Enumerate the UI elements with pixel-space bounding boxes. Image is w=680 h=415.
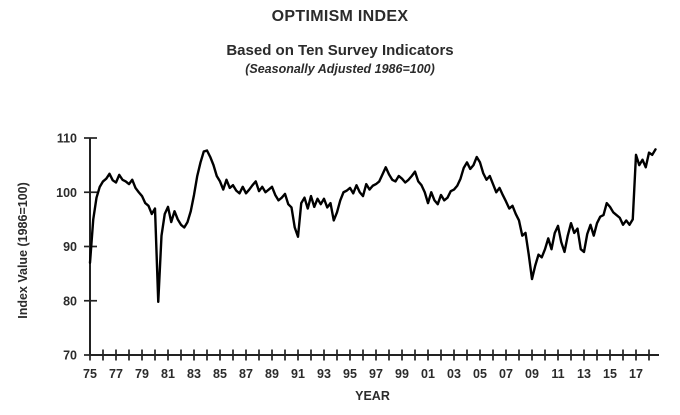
y-tick-label: 110 [57, 132, 77, 146]
x-tick-label: 87 [239, 367, 253, 381]
x-tick-label: 05 [473, 367, 487, 381]
x-tick-label: 99 [395, 367, 409, 381]
x-tick-label: 95 [343, 367, 357, 381]
x-tick-label: 15 [603, 367, 617, 381]
x-tick-label: 79 [135, 367, 149, 381]
x-tick-label: 17 [629, 367, 643, 381]
y-tick-label: 80 [63, 294, 77, 308]
x-tick-label: 97 [369, 367, 383, 381]
x-tick-label: 83 [187, 367, 201, 381]
chart-note: (Seasonally Adjusted 1986=100) [245, 62, 435, 76]
x-tick-label: 13 [577, 367, 591, 381]
x-tick-label: 91 [291, 367, 305, 381]
x-tick-label: 11 [551, 367, 564, 381]
x-tick-label: 77 [109, 367, 123, 381]
x-tick-label: 89 [265, 367, 279, 381]
x-tick-label: 01 [421, 367, 435, 381]
y-axis-title: Index Value (1986=100) [16, 182, 30, 319]
x-tick-label: 85 [213, 367, 227, 381]
x-axis-title: YEAR [355, 389, 390, 403]
chart-title: OPTIMISM INDEX [271, 8, 409, 25]
x-tick-label: 81 [161, 367, 175, 381]
x-tick-label: 03 [447, 367, 461, 381]
optimism-index-line [88, 148, 657, 304]
x-tick-label: 75 [83, 367, 97, 381]
y-tick-label: 70 [63, 349, 77, 363]
y-tick-label: 90 [63, 240, 77, 254]
x-tick-label: 93 [317, 367, 331, 381]
x-tick-label: 09 [525, 367, 539, 381]
chart-subtitle: Based on Ten Survey Indicators [226, 42, 454, 59]
x-tick-label: 07 [499, 367, 513, 381]
chart-title-block: OPTIMISM INDEX Based on Ten Survey Indic… [0, 7, 680, 77]
y-tick-label: 100 [56, 186, 77, 200]
